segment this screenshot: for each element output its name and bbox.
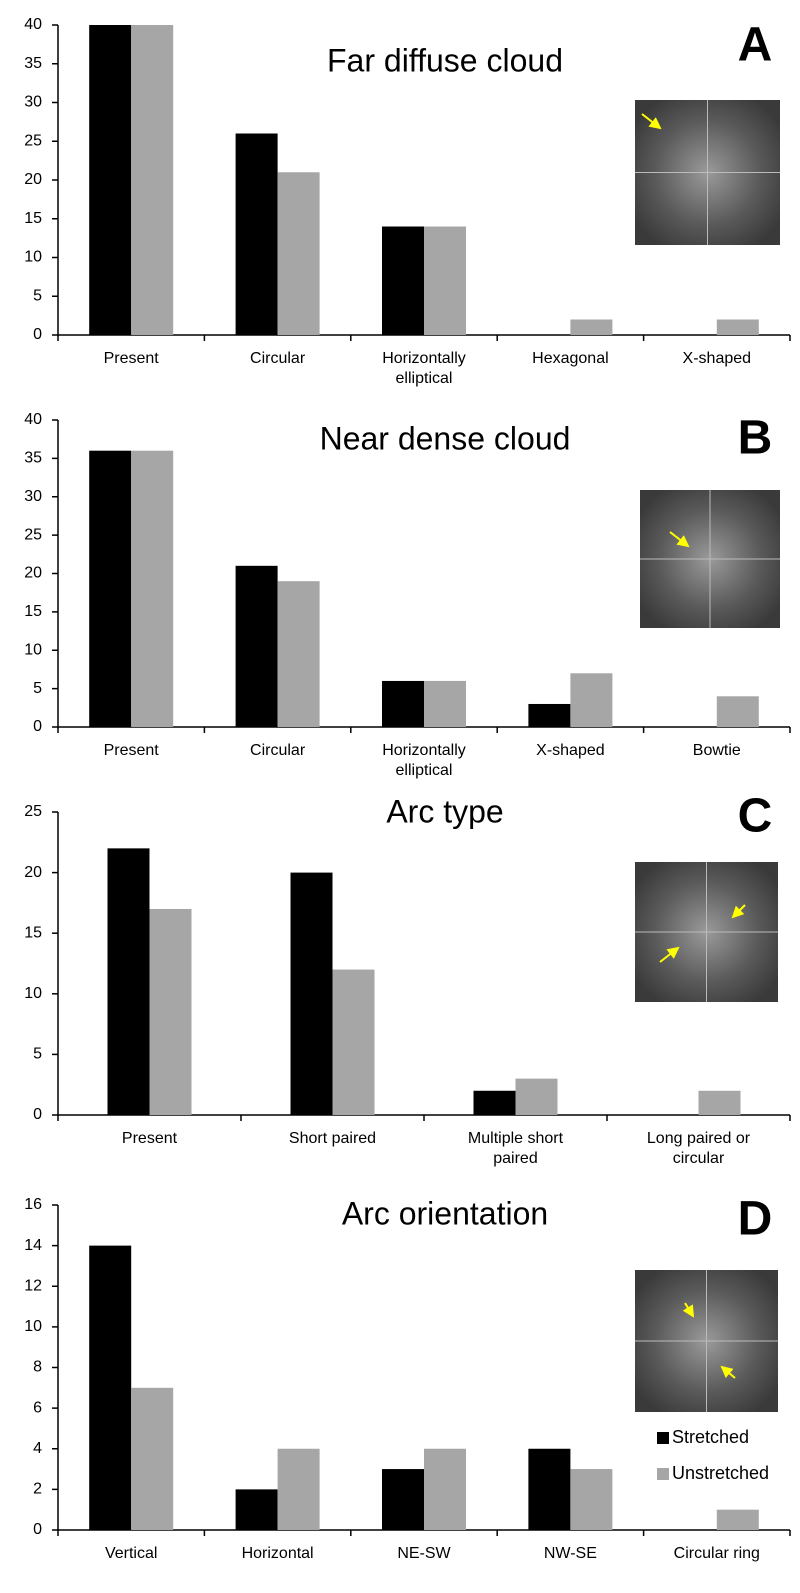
x-tick-label: Bowtie [647,741,787,761]
y-tick-label: 10 [24,1318,42,1335]
y-tick-label: 30 [24,94,42,111]
bar [570,1469,612,1530]
bar [333,970,375,1115]
x-tick-label: NW-SE [500,1544,640,1564]
x-tick-label: X-shaped [500,741,640,761]
bar [516,1079,558,1115]
y-tick-label: 15 [24,603,42,620]
x-tick-label: Horizontally elliptical [354,349,494,389]
bar [278,581,320,727]
y-tick-label: 10 [24,249,42,266]
bar [474,1091,516,1115]
y-tick-label: 8 [33,1359,42,1376]
x-tick-label: NE-SW [354,1544,494,1564]
legend-swatch [657,1432,669,1444]
bar [131,25,173,335]
legend-label: Stretched [672,1427,749,1447]
bar [570,320,612,336]
bar [236,134,278,336]
y-tick-label: 5 [33,680,42,697]
bar [424,1449,466,1530]
bar [150,909,192,1115]
chart-title: Far diffuse cloud [327,42,563,78]
y-tick-label: 40 [24,16,42,33]
y-tick-label: 15 [24,210,42,227]
x-tick-label: Present [80,1129,220,1149]
y-tick-label: 2 [33,1481,42,1498]
y-tick-label: 20 [24,864,42,881]
y-tick-label: 10 [24,641,42,658]
bar [278,1449,320,1530]
y-tick-label: 12 [24,1277,42,1294]
panel-label: C [738,790,773,843]
y-tick-label: 0 [33,326,42,343]
bar [89,1246,131,1530]
x-tick-label: Circular [208,349,348,369]
x-tick-label: Hexagonal [500,349,640,369]
bar [89,25,131,335]
bar [278,172,320,335]
x-tick-label: Multiple short paired [446,1129,586,1169]
y-tick-label: 5 [33,287,42,304]
x-tick-label: Present [61,741,201,761]
bar [528,704,570,727]
y-tick-label: 25 [24,132,42,149]
bar [717,320,759,336]
bar [382,681,424,727]
bar [717,1510,759,1530]
y-tick-label: 10 [24,985,42,1002]
x-tick-label: Horizontally elliptical [354,741,494,781]
y-tick-label: 0 [33,1106,42,1123]
bar [528,1449,570,1530]
figure: 0510152025303540Far diffuse cloudA051015… [0,0,800,1593]
y-tick-label: 0 [33,718,42,735]
x-tick-label: Circular ring [647,1544,787,1564]
y-tick-label: 35 [24,450,42,467]
x-tick-label: Horizontal [208,1544,348,1564]
legend-label: Unstretched [672,1463,769,1483]
x-tick-label: X-shaped [647,349,787,369]
x-tick-label: Circular [208,741,348,761]
y-tick-label: 16 [24,1196,42,1213]
y-tick-label: 25 [24,803,42,820]
bar [717,696,759,727]
bar [108,848,150,1115]
bar [699,1091,741,1115]
legend-swatch [657,1468,669,1480]
panel-label: D [738,1193,773,1246]
bar [382,227,424,336]
chart: 0510152025303540Far diffuse cloudA051015… [0,0,800,1593]
x-tick-label: Vertical [61,1544,201,1564]
y-tick-label: 30 [24,488,42,505]
chart-title: Near dense cloud [320,420,571,456]
y-tick-label: 20 [24,565,42,582]
y-tick-label: 4 [33,1440,42,1457]
bar [89,451,131,727]
bar [291,873,333,1115]
bar [424,227,466,336]
bar [131,451,173,727]
bar [424,681,466,727]
y-tick-label: 5 [33,1046,42,1063]
panel-label: B [738,412,773,465]
y-tick-label: 35 [24,55,42,72]
y-tick-label: 20 [24,171,42,188]
x-tick-label: Short paired [263,1129,403,1149]
bar [236,566,278,727]
bar [131,1388,173,1530]
x-tick-label: Present [61,349,201,369]
chart-title: Arc type [386,793,503,829]
bar [236,1489,278,1530]
chart-title: Arc orientation [342,1195,548,1231]
y-tick-label: 0 [33,1521,42,1538]
y-tick-label: 14 [24,1237,42,1254]
panel-label: A [738,19,773,72]
bar [382,1469,424,1530]
x-tick-label: Long paired or circular [629,1129,769,1169]
y-tick-label: 25 [24,526,42,543]
y-tick-label: 40 [24,411,42,428]
y-tick-label: 6 [33,1399,42,1416]
y-tick-label: 15 [24,924,42,941]
bar [570,673,612,727]
